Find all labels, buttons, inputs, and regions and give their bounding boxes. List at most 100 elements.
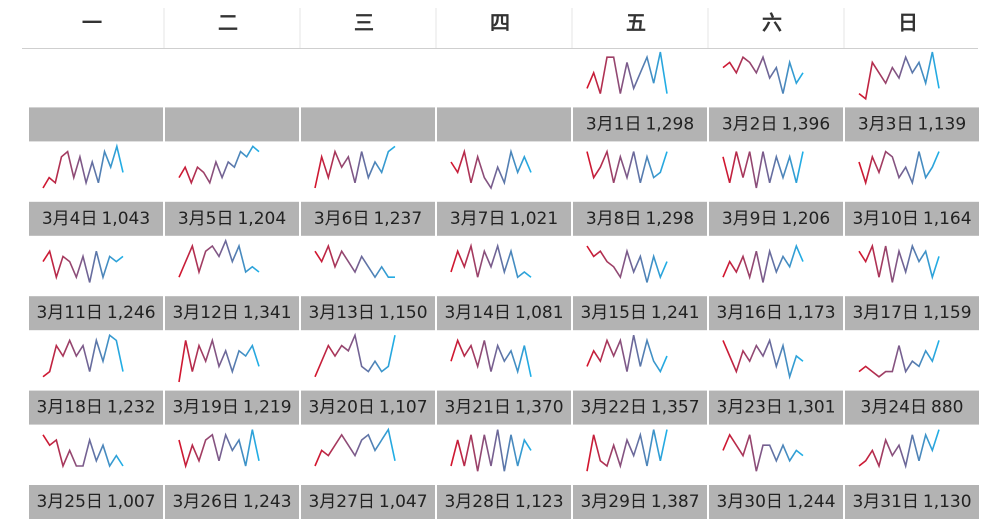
date-label: 3月31日 (852, 492, 918, 512)
date-strip (437, 201, 571, 236)
sparkline (450, 148, 532, 190)
date-label: 3月29日 (580, 492, 646, 512)
date-strip (709, 390, 843, 425)
date-total: 1,043 (101, 209, 150, 229)
date-strip (573, 201, 707, 236)
date-label: 3月13日 (308, 303, 374, 323)
date-label: 3月24日 (861, 398, 927, 418)
date-label: 3月12日 (172, 303, 238, 323)
date-strip (437, 107, 571, 142)
date-strip (301, 485, 435, 519)
date-total: 1,081 (515, 303, 564, 323)
sparkline (586, 148, 668, 183)
date-label: 3月30日 (716, 492, 782, 512)
date-total: 1,298 (645, 114, 694, 134)
date-label: 3月26日 (172, 492, 238, 512)
sparkline (314, 243, 395, 279)
sparkline (42, 143, 124, 189)
date-strip (845, 390, 979, 425)
weekday-label: 日 (898, 11, 918, 35)
date-strip (437, 390, 571, 425)
weekday-label: 二 (218, 11, 238, 35)
date-label: 3月28日 (444, 492, 510, 512)
date-label: 3月21日 (444, 398, 510, 418)
date-label: 3月16日 (716, 303, 782, 323)
date-strip (709, 485, 843, 519)
date-total: 1,021 (509, 209, 558, 229)
date-strip (573, 107, 707, 142)
date-label: 3月2日 (722, 114, 778, 134)
sparkline (42, 333, 124, 378)
date-strip (437, 296, 571, 331)
date-label: 3月1日 (586, 114, 642, 134)
date-strip (165, 485, 299, 519)
sparkline (178, 337, 260, 383)
date-total: 1,246 (107, 303, 156, 323)
date-strip (165, 390, 299, 425)
sparkline (314, 332, 396, 378)
date-strip (301, 390, 435, 425)
date-label: 3月6日 (314, 209, 370, 229)
date-strip (845, 201, 979, 236)
date-total: 1,341 (243, 303, 292, 323)
sparkline (42, 249, 124, 283)
sparkline (450, 242, 532, 279)
sparkline (858, 51, 940, 101)
date-label: 3月19日 (172, 398, 238, 418)
sparkline (42, 434, 124, 469)
date-label: 3月22日 (580, 398, 646, 418)
date-total: 1,159 (923, 303, 972, 323)
weekday-label: 五 (626, 11, 646, 35)
sparkline (314, 427, 396, 467)
date-total: 1,244 (787, 492, 836, 512)
date-total: 1,232 (107, 398, 156, 418)
date-strip (165, 201, 299, 236)
sparkline (586, 335, 668, 374)
sparkline (178, 429, 260, 469)
date-total: 1,301 (787, 398, 836, 418)
date-strip (573, 390, 707, 425)
date-total: 1,219 (243, 398, 292, 418)
sparkline (858, 150, 940, 186)
date-total: 1,007 (107, 492, 156, 512)
date-total: 1,396 (781, 114, 830, 134)
date-strip (29, 390, 163, 425)
date-total: 1,387 (651, 492, 700, 512)
sparkline (586, 429, 668, 472)
date-total: 1,139 (917, 114, 966, 134)
sparkline (314, 145, 396, 189)
weekday-label: 六 (762, 11, 782, 35)
date-label: 3月3日 (858, 114, 914, 134)
date-label: 3月27日 (308, 492, 374, 512)
date-total: 880 (931, 398, 963, 418)
date-strip (709, 296, 843, 331)
sparkline (722, 337, 804, 380)
date-total: 1,164 (923, 209, 972, 229)
sparkline (722, 151, 804, 189)
sparkline (178, 145, 260, 185)
weekday-label: 三 (354, 11, 374, 35)
date-total: 1,206 (781, 209, 830, 229)
date-label: 3月7日 (450, 209, 506, 229)
sparkline (178, 238, 260, 278)
date-strip (709, 107, 843, 142)
date-total: 1,204 (237, 209, 286, 229)
date-total: 1,130 (923, 492, 972, 512)
date-strip (301, 107, 435, 142)
date-label: 3月23日 (716, 398, 782, 418)
date-total: 1,370 (515, 398, 564, 418)
date-strip (845, 485, 979, 519)
date-label: 3月18日 (36, 398, 102, 418)
sparkline (450, 429, 532, 472)
date-strip (301, 201, 435, 236)
date-label: 3月8日 (586, 209, 642, 229)
date-strip (29, 296, 163, 331)
date-strip (437, 485, 571, 519)
date-label: 3月11日 (36, 303, 102, 323)
sparkline (858, 340, 940, 378)
date-total: 1,357 (651, 398, 700, 418)
sparkline (586, 51, 668, 94)
date-label: 3月9日 (722, 209, 778, 229)
date-total: 1,047 (379, 492, 428, 512)
sparkline (586, 245, 668, 283)
